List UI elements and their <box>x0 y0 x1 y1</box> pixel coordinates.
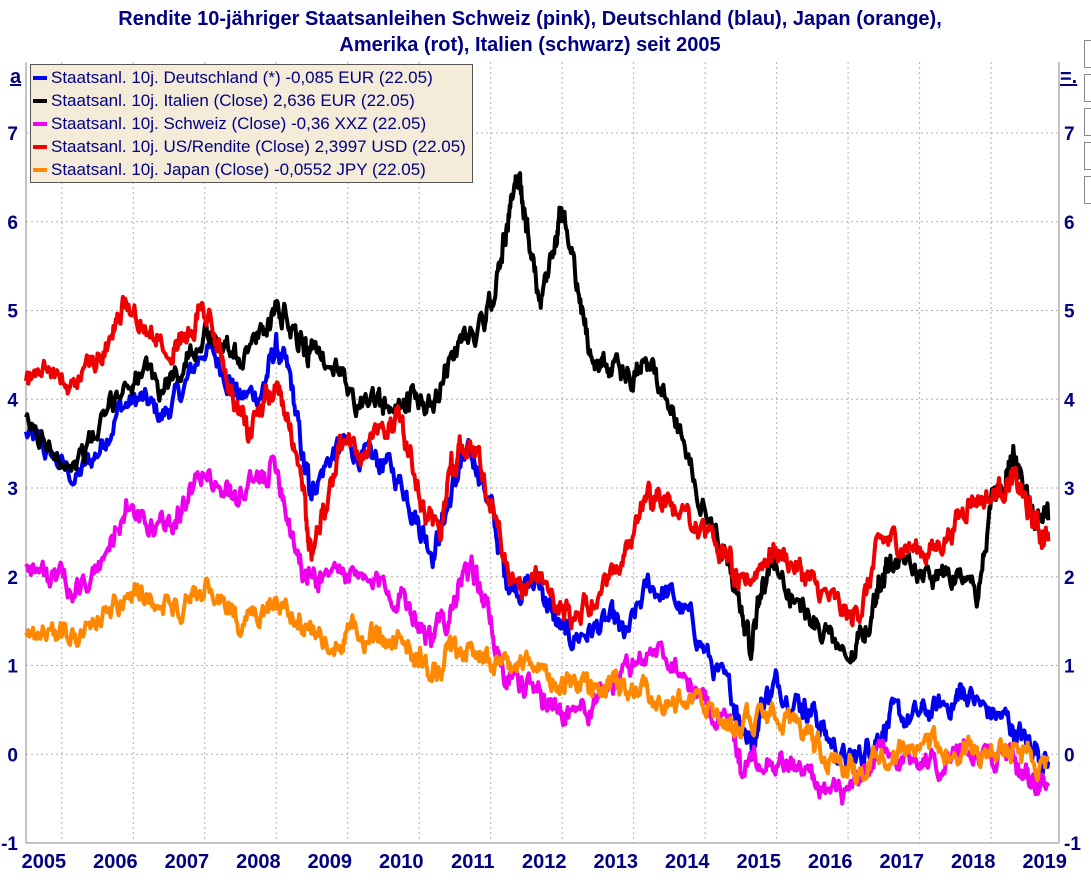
y-tick-label-right: 6 <box>1064 213 1075 234</box>
side-toolbar <box>1084 40 1091 210</box>
y-tick-label-right: 0 <box>1064 745 1075 766</box>
y-tick-label-left: 0 <box>7 745 18 766</box>
side-tool-button[interactable] <box>1084 74 1091 102</box>
legend-item: Staatsanl. 10j. Schweiz (Close) -0,36 XX… <box>33 112 466 135</box>
y-tick-label-left: 1 <box>7 657 18 678</box>
side-tool-button[interactable] <box>1084 142 1091 170</box>
legend-swatch <box>33 144 47 149</box>
y-tick-label-right: 7 <box>1064 124 1075 145</box>
x-tick-label: 2009 <box>308 851 353 873</box>
series-line <box>24 576 1050 786</box>
y-tick-label-right: 2 <box>1064 568 1075 589</box>
y-tick-label-left: 6 <box>7 213 18 234</box>
chart-title-line-1: Rendite 10-jähriger Staatsanleihen Schwe… <box>118 8 942 30</box>
y-tick-label-left: 5 <box>7 302 18 323</box>
y-tick-label-right: 1 <box>1064 657 1075 678</box>
x-tick-label: 2015 <box>737 851 782 873</box>
bottom-strip <box>0 876 1091 883</box>
legend-label: Staatsanl. 10j. Deutschland (*) -0,085 E… <box>51 67 433 87</box>
side-tool-button[interactable] <box>1084 40 1091 68</box>
legend-item: Staatsanl. 10j. Japan (Close) -0,0552 JP… <box>33 158 466 181</box>
side-tool-button[interactable] <box>1084 176 1091 204</box>
legend-item: Staatsanl. 10j. Deutschland (*) -0,085 E… <box>33 66 466 89</box>
legend: Staatsanl. 10j. Deutschland (*) -0,085 E… <box>30 64 473 183</box>
corner-button-right[interactable]: =. <box>1060 66 1078 88</box>
grid <box>26 62 1059 844</box>
legend-item: Staatsanl. 10j. US/Rendite (Close) 2,399… <box>33 135 466 158</box>
series-line <box>24 294 1051 631</box>
y-tick-label-right: 4 <box>1064 390 1075 411</box>
x-tick-label: 2008 <box>236 851 281 873</box>
plot-background <box>26 62 1059 843</box>
y-tick-label-left: 4 <box>7 390 18 411</box>
y-tick-label-right: 5 <box>1064 302 1075 323</box>
y-tick-label-right: 3 <box>1064 479 1075 500</box>
y-tick-label-left: 7 <box>7 124 18 145</box>
legend-swatch <box>33 121 47 126</box>
x-tick-label: 2013 <box>594 851 639 873</box>
x-tick-label: 2006 <box>93 851 138 873</box>
x-tick-label: 2005 <box>22 851 67 873</box>
x-tick-label: 2011 <box>451 851 494 873</box>
x-tick-label: 2010 <box>379 851 424 873</box>
x-tick-label: 2007 <box>165 851 210 873</box>
x-tick-label: 2014 <box>665 851 710 873</box>
x-tick-label: 2019 <box>1022 851 1067 873</box>
y-tick-label-left: 3 <box>7 479 18 500</box>
chart-title-line-2: Amerika (rot), Italien (schwarz) seit 20… <box>339 34 721 56</box>
legend-swatch <box>33 167 47 172</box>
x-tick-label: 2017 <box>879 851 924 873</box>
tick-labels: -1 -1 0 0 1 1 2 2 3 3 4 4 5 5 6 6 7 7 2005 2006 2007 2008 2009… <box>1 124 1081 873</box>
series-line <box>24 171 1051 665</box>
legend-label: Staatsanl. 10j. US/Rendite (Close) 2,399… <box>51 136 466 156</box>
series-layer <box>24 171 1051 806</box>
corner-button-left[interactable]: a <box>10 66 22 88</box>
legend-label: Staatsanl. 10j. Italien (Close) 2,636 EU… <box>51 90 415 110</box>
side-tool-button[interactable] <box>1084 108 1091 136</box>
x-tick-label: 2012 <box>522 851 567 873</box>
x-tick-label: 2016 <box>808 851 853 873</box>
legend-label: Staatsanl. 10j. Schweiz (Close) -0,36 XX… <box>51 113 427 133</box>
y-tick-label-right: -1 <box>1064 834 1081 855</box>
legend-label: Staatsanl. 10j. Japan (Close) -0,0552 JP… <box>51 159 426 179</box>
y-tick-label-left: 2 <box>7 568 18 589</box>
y-tick-label-left: -1 <box>1 834 18 855</box>
chart-title: Rendite 10-jähriger Staatsanleihen Schwe… <box>0 6 1060 58</box>
legend-swatch <box>33 98 47 103</box>
x-tick-label: 2018 <box>951 851 996 873</box>
legend-swatch <box>33 75 47 80</box>
legend-item: Staatsanl. 10j. Italien (Close) 2,636 EU… <box>33 89 466 112</box>
